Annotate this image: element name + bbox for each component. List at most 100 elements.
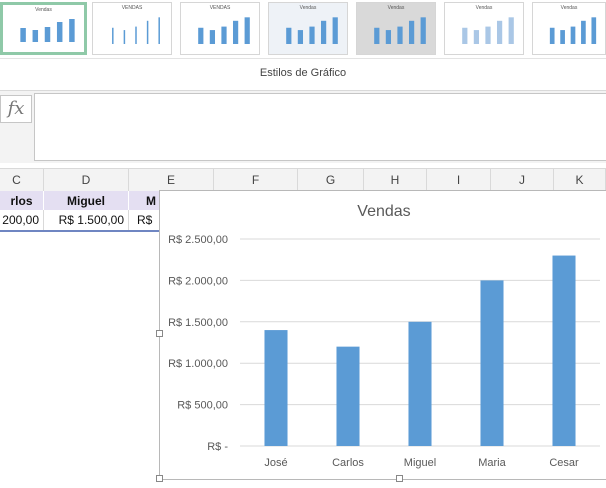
column-header-i[interactable]: I [427,169,491,191]
chart-styles-gallery: Vendas VENDAS VENDAS Vendas Vendas Venda… [0,0,606,59]
thumbnail-bar [244,17,250,44]
thumbnail-bar [209,30,216,44]
thumbnail-bar [297,30,304,44]
thumbnail-title: VENDAS [209,5,231,11]
cell-header-maria[interactable]: M [129,191,160,212]
thumbnail-bar [473,30,480,44]
thumbnail-bar [158,17,160,44]
thumbnail-mini-chart [286,17,338,44]
formula-input[interactable] [34,93,606,161]
chart-resize-handle[interactable] [396,475,403,482]
chart-style-thumbnail[interactable]: Vendas [0,2,87,55]
column-header-c[interactable]: C [0,169,44,191]
thumbnail-mini-chart [112,17,160,44]
x-tick-label: Miguel [404,457,436,469]
y-tick-label: R$ 2.000,00 [168,275,228,287]
thumbnail-bar [198,27,204,44]
thumbnail-mini-chart [198,17,250,44]
x-tick-label: Cesar [549,457,579,469]
thumbnail-bar [570,26,576,44]
chart-bar[interactable] [264,330,288,446]
thumbnail-bar [123,30,126,44]
thumbnail-title: VENDAS [121,5,143,11]
thumbnail-title: Vendas [35,7,52,13]
chart-bar[interactable] [552,255,576,446]
column-headers: C D E F G H I J K [0,168,606,192]
thumbnail-bar [560,30,565,44]
thumbnail-bar [44,27,51,42]
thumbnail-bar [286,27,292,44]
chart-bar[interactable] [408,321,432,446]
thumbnail-bar [32,30,39,42]
thumbnail-bar [20,28,26,42]
chart-bar[interactable] [336,346,360,446]
chart-bar[interactable] [480,280,504,446]
thumbnail-bar [397,26,403,44]
table-row-border [0,230,160,232]
thumbnail-bar [420,17,426,44]
thumbnail-bar [69,19,75,42]
thumbnail-bar [56,22,63,42]
thumbnail-title: Vendas [475,5,493,11]
chart-style-thumbnail[interactable]: Vendas [268,2,348,55]
column-header-g[interactable]: G [298,169,364,191]
thumbnail-mini-chart [20,19,75,42]
x-tick-label: José [264,457,287,469]
thumbnail-bar [462,27,468,44]
y-tick-label: R$ 1.500,00 [168,317,228,329]
y-tick-label: R$ - [207,441,228,453]
x-tick-label: Maria [478,457,506,469]
chart-title: Vendas [357,203,411,220]
y-tick-label: R$ 2.500,00 [168,234,228,246]
thumbnail-bar [135,26,137,44]
thumbnail-bar [332,17,338,44]
formula-bar: fx [0,90,606,163]
chart-plot: R$ - R$ 500,00 R$ 1.000,00 R$ 1.500,00 R$ 2.… [168,234,600,469]
sales-chart[interactable]: Vendas R$ - R$ 500,00 R$ 1.000,00 R$ 1.500,… [159,190,606,480]
column-header-d[interactable]: D [44,169,129,191]
y-tick-label: R$ 500,00 [177,400,228,412]
cell-value-miguel[interactable]: R$ 1.500,00 [44,210,129,231]
thumbnail-bar [374,27,380,44]
chart-style-thumbnail[interactable]: Vendas [356,2,436,55]
column-header-h[interactable]: H [364,169,427,191]
thumbnail-title: Vendas [387,5,405,11]
chart-resize-handle[interactable] [156,475,163,482]
insert-function-icon[interactable]: fx [0,95,32,123]
cell-header-carlos[interactable]: rlos [0,191,44,212]
chart-style-thumbnail[interactable]: VENDAS [180,2,260,55]
thumbnail-bar [232,20,239,44]
thumbnail-title: Vendas [299,5,317,11]
thumbnail-bar [508,17,514,44]
thumbnail-bar [320,20,327,44]
thumbnail-mini-chart [549,17,597,44]
column-header-j[interactable]: J [491,169,554,191]
cell-header-miguel[interactable]: Miguel [44,191,129,212]
thumbnail-bar [549,27,555,44]
cell-value-carlos[interactable]: 200,00 [0,210,44,231]
chart-style-thumbnail[interactable]: Vendas [444,2,524,55]
column-header-k[interactable]: K [554,169,606,191]
thumbnail-bar [112,27,114,44]
cell-value-maria[interactable]: R$ [129,210,160,231]
thumbnail-bar [496,20,503,44]
thumbnail-bar [221,26,227,44]
chart-styles-group-label: Estilos de Gráfico [259,67,347,79]
thumbnail-bar [485,26,491,44]
chart-resize-handle[interactable] [156,330,163,337]
column-header-f[interactable]: F [214,169,298,191]
x-tick-label: Carlos [332,457,364,469]
column-header-e[interactable]: E [129,169,214,191]
thumbnail-mini-chart [374,17,426,44]
thumbnail-bar [385,30,392,44]
chart-style-thumbnail[interactable]: Vendas [532,2,606,55]
thumbnail-bar [591,17,597,44]
y-tick-label: R$ 1.000,00 [168,358,228,370]
thumbnail-title: Vendas [560,5,578,11]
thumbnail-bar [146,20,149,44]
thumbnail-bar [408,20,415,44]
thumbnail-bar [309,26,315,44]
thumbnail-mini-chart [462,17,514,44]
thumbnail-bar [581,20,586,44]
chart-style-thumbnail[interactable]: VENDAS [92,2,172,55]
